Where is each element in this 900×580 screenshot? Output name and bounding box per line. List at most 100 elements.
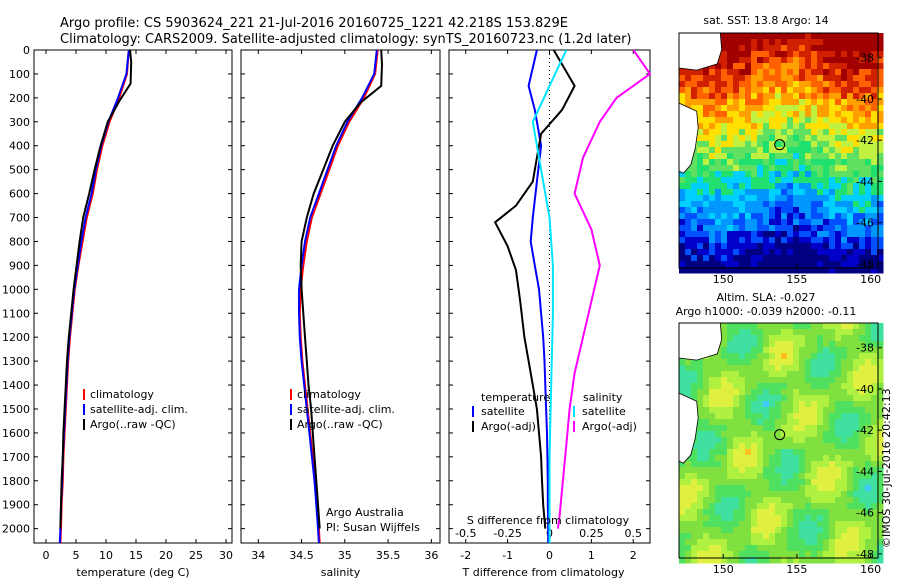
- map-cell: [727, 377, 734, 384]
- map-cell: [793, 461, 800, 468]
- map-cell: [781, 551, 788, 558]
- map-cell: [793, 401, 800, 408]
- map-cell: [697, 425, 704, 432]
- map-cell: [877, 515, 884, 522]
- map-cell: [775, 207, 782, 214]
- map-cell: [727, 51, 734, 58]
- map-cell: [865, 231, 872, 238]
- map-cell: [871, 545, 878, 552]
- map-cell: [769, 207, 776, 214]
- map-cell: [715, 401, 722, 408]
- map-cell: [715, 219, 722, 226]
- map-cell: [775, 479, 782, 486]
- map-cell: [703, 159, 710, 166]
- map-cell: [703, 527, 710, 534]
- map-cell: [823, 105, 830, 112]
- map-cell: [859, 389, 866, 396]
- map-cell: [703, 93, 710, 100]
- map-cell: [721, 165, 728, 172]
- map-cell: [805, 383, 812, 390]
- map-cell: [715, 237, 722, 244]
- map-cell: [691, 93, 698, 100]
- map-cell: [793, 497, 800, 504]
- map-cell: [769, 365, 776, 372]
- map-cell: [781, 81, 788, 88]
- map-cell: [847, 557, 854, 564]
- map-cell: [721, 323, 728, 330]
- map-cell: [697, 195, 704, 202]
- map-cell: [727, 383, 734, 390]
- map-cell: [763, 201, 770, 208]
- map-cell: [745, 81, 752, 88]
- map-cell: [727, 485, 734, 492]
- map-cell: [781, 261, 788, 268]
- map-cell: [715, 461, 722, 468]
- map-cell: [733, 377, 740, 384]
- map-cell: [805, 105, 812, 112]
- map-cell: [793, 413, 800, 420]
- map-cell: [721, 237, 728, 244]
- map-cell: [823, 75, 830, 82]
- map-cell: [829, 347, 836, 354]
- map-cell: [799, 515, 806, 522]
- map-cell: [859, 105, 866, 112]
- map-cell: [751, 557, 758, 564]
- map-cell: [835, 395, 842, 402]
- map-cell: [769, 177, 776, 184]
- map-cell: [805, 323, 812, 330]
- map-cell: [853, 189, 860, 196]
- map-cell: [757, 461, 764, 468]
- map-cell: [811, 99, 818, 106]
- series-line-argo-raw-qc-: [299, 49, 384, 529]
- map-cell: [721, 461, 728, 468]
- map-cell: [745, 431, 752, 438]
- map-cell: [697, 437, 704, 444]
- map-cell: [733, 219, 740, 226]
- map-cell: [769, 129, 776, 136]
- map-cell: [769, 401, 776, 408]
- map-cell: [859, 51, 866, 58]
- map-cell: [715, 93, 722, 100]
- map-cell: [787, 389, 794, 396]
- map-cell: [817, 353, 824, 360]
- map-cell: [817, 497, 824, 504]
- map-cell: [787, 141, 794, 148]
- map-cell: [733, 365, 740, 372]
- map-cell: [817, 425, 824, 432]
- map-cell: [697, 147, 704, 154]
- map-cell: [793, 359, 800, 366]
- map-cell: [709, 111, 716, 118]
- map-cell: [823, 539, 830, 546]
- map-cell: [781, 473, 788, 480]
- map-cell: [787, 545, 794, 552]
- map-cell: [709, 195, 716, 202]
- map-cell: [823, 383, 830, 390]
- map-cell: [811, 329, 818, 336]
- map-cell: [769, 231, 776, 238]
- map-cell: [763, 177, 770, 184]
- map-cell: [739, 81, 746, 88]
- map-cell: [763, 75, 770, 82]
- map-cell: [817, 515, 824, 522]
- map-cell: [793, 63, 800, 70]
- map-cell: [847, 527, 854, 534]
- map-cell: [745, 353, 752, 360]
- map-cell: [823, 515, 830, 522]
- map-cell: [721, 219, 728, 226]
- map-cell: [697, 365, 704, 372]
- map-cell: [685, 359, 692, 366]
- map-cell: [757, 63, 764, 70]
- map-cell: [877, 207, 884, 214]
- map-cell: [709, 267, 716, 274]
- map-cell: [763, 503, 770, 510]
- map-cell: [811, 75, 818, 82]
- map-cell: [817, 69, 824, 76]
- map-cell: [781, 491, 788, 498]
- map-cell: [727, 111, 734, 118]
- map-cell: [793, 551, 800, 558]
- map-cell: [691, 503, 698, 510]
- map-cell: [763, 267, 770, 274]
- depth-tick-label: 1700: [2, 451, 30, 464]
- map-cell: [745, 533, 752, 540]
- map-cell: [691, 443, 698, 450]
